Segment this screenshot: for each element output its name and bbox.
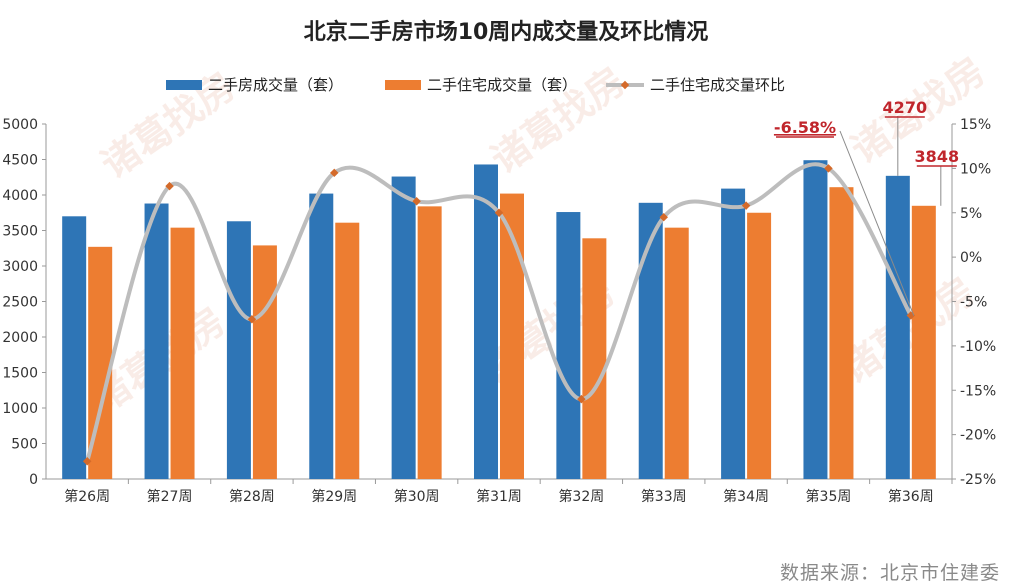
left-tick-label: 1500	[2, 366, 38, 382]
line-marker	[494, 208, 504, 217]
x-tick-label: 第27周	[147, 488, 193, 505]
right-tick-label: -25%	[960, 472, 996, 488]
right-tick-label: 5%	[960, 206, 982, 222]
annotation-bar-value: 3848	[915, 147, 960, 166]
right-tick-label: -20%	[960, 428, 996, 444]
bar-二手房成交量（套）	[309, 193, 334, 479]
bar-二手住宅成交量（套）	[252, 245, 277, 479]
legend-label: 二手住宅成交量（套）	[427, 76, 577, 94]
left-tick-label: 0	[29, 472, 38, 488]
legend-swatch-二手房成交量（套）	[166, 80, 202, 90]
annotation-leader-line	[839, 130, 915, 316]
legend-swatch-二手住宅成交量（套）	[385, 80, 421, 90]
x-tick-label: 第26周	[64, 488, 110, 505]
bar-二手住宅成交量（套）	[911, 205, 936, 480]
legend-label: 二手房成交量（套）	[208, 76, 343, 94]
data-source-note: 数据来源：北京市住建委	[779, 562, 1000, 584]
bar-二手房成交量（套）	[885, 175, 910, 479]
bar-二手房成交量（套）	[638, 202, 663, 479]
x-tick-label: 第30周	[394, 488, 440, 505]
right-tick-label: -10%	[960, 339, 996, 355]
bar-二手住宅成交量（套）	[829, 187, 854, 479]
right-tick-label: 10%	[960, 161, 991, 177]
bar-二手住宅成交量（套）	[417, 206, 442, 480]
bar-二手房成交量（套）	[144, 203, 169, 479]
left-tick-label: 2000	[2, 330, 38, 346]
right-tick-label: -15%	[960, 383, 996, 399]
right-tick-label: -5%	[960, 295, 987, 311]
line-marker	[82, 457, 92, 466]
x-tick-label: 第35周	[806, 488, 852, 505]
x-tick-label: 第36周	[888, 488, 934, 505]
bar-二手房成交量（套）	[62, 216, 87, 480]
left-tick-label: 5000	[2, 117, 38, 133]
bar-二手房成交量（套）	[474, 164, 498, 479]
legend-marker	[620, 80, 630, 90]
left-tick-label: 3000	[2, 259, 38, 275]
left-tick-label: 4000	[2, 188, 38, 204]
bar-二手房成交量（套）	[721, 188, 746, 480]
left-tick-label: 4500	[2, 153, 38, 169]
left-tick-label: 500	[11, 437, 38, 453]
x-tick-label: 第31周	[476, 488, 522, 505]
bar-二手住宅成交量（套）	[170, 227, 195, 479]
left-tick-label: 2500	[2, 295, 38, 311]
x-tick-label: 第29周	[311, 488, 357, 505]
left-tick-label: 1000	[2, 401, 38, 417]
line-marker	[577, 394, 586, 404]
x-tick-label: 第34周	[723, 488, 769, 505]
annotation-bar-value: 4270	[883, 98, 928, 117]
x-tick-label: 第32周	[558, 488, 604, 505]
left-tick-label: 3500	[2, 224, 38, 240]
chart-title: 北京二手房市场10周内成交量及环比情况	[303, 20, 709, 45]
bar-二手住宅成交量（套）	[664, 227, 689, 479]
line-marker	[165, 181, 174, 191]
bar-二手房成交量（套）	[226, 221, 251, 479]
line-marker	[247, 315, 257, 324]
bar-二手房成交量（套）	[556, 212, 581, 480]
annotation-line-value: -6.58%	[774, 118, 836, 137]
line-marker	[412, 196, 421, 206]
bar-二手住宅成交量（套）	[335, 222, 360, 479]
x-tick-label: 第33周	[641, 488, 687, 505]
bar-二手住宅成交量（套）	[582, 238, 607, 479]
line-marker	[330, 168, 339, 178]
bar-二手房成交量（套）	[803, 160, 828, 479]
right-tick-label: 0%	[960, 250, 982, 266]
line-二手住宅成交量环比	[85, 162, 913, 464]
bar-二手房成交量（套）	[391, 176, 416, 480]
legend-label: 二手住宅成交量环比	[650, 76, 785, 94]
bar-二手住宅成交量（套）	[747, 212, 772, 479]
x-tick-label: 第28周	[229, 488, 275, 505]
right-tick-label: 15%	[960, 117, 991, 133]
